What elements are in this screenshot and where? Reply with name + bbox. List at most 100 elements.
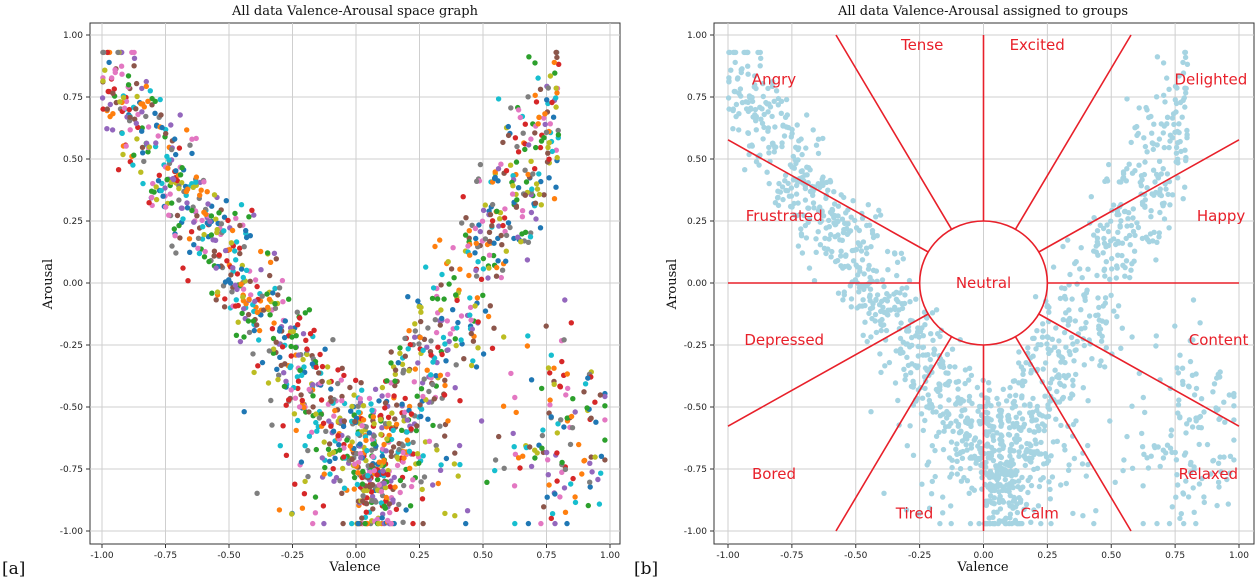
chart-a-point (319, 455, 325, 461)
chart-b-ytick-label: -0.25 (684, 341, 707, 351)
chart-b-point (1007, 515, 1013, 521)
chart-b-point (1182, 104, 1188, 110)
chart-b-point (1141, 451, 1147, 457)
chart-b-point (991, 447, 998, 454)
chart-a-point (470, 358, 476, 364)
chart-a-point (270, 350, 277, 356)
chart-a-point (286, 296, 292, 302)
chart-b-point (1101, 235, 1107, 242)
chart-a-point (273, 256, 279, 262)
chart-b-point (1021, 421, 1028, 427)
chart-b-point (1032, 437, 1038, 443)
chart-b-xtick-label: -0.75 (780, 551, 803, 561)
chart-b-point (1028, 449, 1034, 456)
chart-a-point (442, 433, 448, 439)
chart-b-point (928, 331, 934, 337)
chart-b-point (760, 80, 766, 87)
chart-a-point (596, 501, 603, 507)
chart-b-point (1073, 418, 1079, 424)
chart-a-point (420, 393, 426, 400)
chart-a-point (163, 204, 169, 210)
chart-b-point (849, 279, 855, 285)
chart-b-point (1151, 121, 1157, 127)
chart-a-point (512, 135, 519, 141)
chart-a-point (125, 73, 132, 79)
chart-a-point (355, 409, 362, 415)
chart-a-point (139, 85, 145, 92)
chart-b-point (1058, 381, 1064, 388)
chart-a-point (561, 337, 567, 343)
boundary-line (1014, 336, 1132, 532)
chart-b-point (950, 428, 956, 434)
chart-b-point (958, 428, 964, 434)
chart-a-point (546, 482, 552, 488)
chart-a-point (233, 257, 239, 263)
chart-a-point (456, 442, 463, 449)
chart-a-point (513, 159, 520, 165)
chart-b-point (1063, 480, 1070, 487)
chart-a-point (572, 499, 579, 506)
chart-a-point (420, 453, 426, 459)
chart-b-point (891, 250, 898, 256)
chart-a-point (322, 464, 328, 471)
chart-b-point (1046, 309, 1052, 315)
chart-b-point (1231, 417, 1237, 423)
chart-b-point (907, 344, 913, 350)
chart-a-point (475, 259, 481, 265)
chart-a-point (429, 295, 436, 302)
chart-a-point (545, 85, 551, 91)
chart-b-point (1104, 222, 1110, 228)
chart-a-point (282, 361, 288, 367)
chart-a-point (193, 179, 199, 185)
chart-b-point (1197, 413, 1204, 420)
chart-a-point (428, 372, 434, 378)
chart-b-point (1012, 517, 1019, 524)
chart-a-point (155, 178, 162, 184)
chart-a-point (378, 431, 384, 438)
region-label: Delighted (1175, 71, 1248, 89)
chart-a-point (376, 482, 382, 488)
chart-b-point (1114, 265, 1120, 271)
chart-a-point (131, 152, 137, 158)
chart-b-point (1080, 513, 1086, 519)
chart-b-point (1013, 467, 1019, 474)
chart-a-point (153, 140, 159, 146)
chart-b-point (1070, 377, 1076, 383)
chart-b-point (1140, 520, 1146, 527)
chart-a-point (364, 447, 370, 454)
chart-a-point (406, 368, 412, 374)
chart-a-point (525, 94, 531, 100)
chart-b-point (1073, 371, 1079, 378)
chart-a-point (491, 325, 497, 331)
chart-b-point (916, 511, 922, 517)
chart-b-point (794, 122, 800, 128)
chart-b-point (954, 471, 960, 477)
chart-a-point (388, 520, 394, 527)
chart-b-point (1177, 352, 1183, 358)
chart-a-point (406, 328, 412, 334)
chart-a-point (533, 144, 539, 151)
chart-b-point (1035, 342, 1041, 348)
chart-b-point (937, 520, 943, 527)
chart-b-point (976, 403, 983, 410)
chart-a-point (552, 491, 558, 497)
chart-a-point (380, 468, 386, 474)
chart-a-point (581, 389, 587, 395)
chart-a-point (559, 358, 565, 365)
chart-b-ytick-label: 0.75 (687, 93, 707, 103)
chart-a-point (233, 297, 239, 303)
chart-a-point (153, 196, 160, 203)
chart-a-point (254, 309, 260, 315)
chart-b-point (954, 458, 960, 464)
chart-a-point (553, 104, 559, 110)
chart-b-xtick-label: 1.00 (1229, 551, 1249, 561)
chart-a-point (288, 387, 294, 393)
chart-b-point (1038, 451, 1044, 457)
chart-a-point (309, 429, 315, 435)
chart-a-point (473, 273, 480, 279)
chart-b-point (867, 286, 874, 292)
chart-b-point (925, 392, 931, 398)
chart-a-point (397, 350, 403, 356)
chart-a-point (402, 353, 408, 359)
chart-b-point (1108, 292, 1114, 298)
